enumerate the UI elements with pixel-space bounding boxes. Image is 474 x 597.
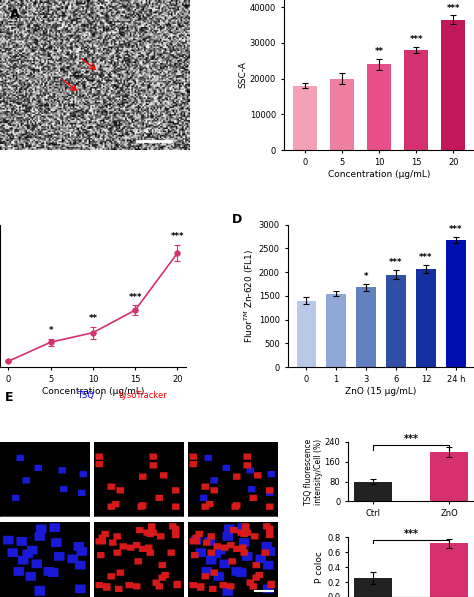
Text: ***: *** [128,293,142,302]
X-axis label: Concentration (μg/mL): Concentration (μg/mL) [328,170,430,179]
Text: ***: *** [449,224,463,233]
Text: D: D [232,213,243,226]
Text: ***: *** [389,258,403,267]
Text: B: B [243,0,252,1]
Text: A: A [9,8,19,20]
Text: ***: *** [410,35,423,44]
X-axis label: ZnO (15 μg/mL): ZnO (15 μg/mL) [346,387,417,396]
Text: ***: *** [419,253,433,262]
X-axis label: Concentration (μg/mL): Concentration (μg/mL) [42,387,144,396]
Bar [293,86,317,150]
Bar [367,64,391,150]
Bar [356,287,376,367]
Text: E: E [5,391,13,404]
Bar [386,275,406,367]
Bar [430,452,468,501]
Bar [441,20,465,150]
Y-axis label: P coloc: P coloc [315,551,324,583]
Text: ***: *** [403,434,419,444]
Text: TSQ: TSQ [77,391,94,400]
Y-axis label: Ctrl: Ctrl [0,471,2,487]
Bar [330,79,354,150]
Text: 1 μm: 1 μm [145,128,163,134]
Bar [446,240,465,367]
Bar [297,301,316,367]
Bar [404,50,428,150]
Text: **: ** [375,47,383,56]
Text: **: ** [89,314,98,323]
Y-axis label: ZnO: ZnO [0,550,2,569]
Bar [416,269,436,367]
Y-axis label: SSC-A: SSC-A [238,61,247,88]
Bar [430,543,468,597]
Text: *: * [48,326,53,335]
Bar [327,294,346,367]
Bar [354,578,392,597]
Bar [354,482,392,501]
Y-axis label: TSQ fluorescence
intensity/Cell (%): TSQ fluorescence intensity/Cell (%) [304,438,323,504]
Text: LysoTracker: LysoTracker [118,391,166,400]
Y-axis label: Fluor$^{TM}$ Zn-620 (FL1): Fluor$^{TM}$ Zn-620 (FL1) [243,249,256,343]
Text: *: * [364,272,368,281]
Text: /: / [100,391,103,400]
Text: ***: *** [171,232,184,241]
Text: ***: *** [447,4,460,13]
Text: ***: *** [403,530,419,539]
